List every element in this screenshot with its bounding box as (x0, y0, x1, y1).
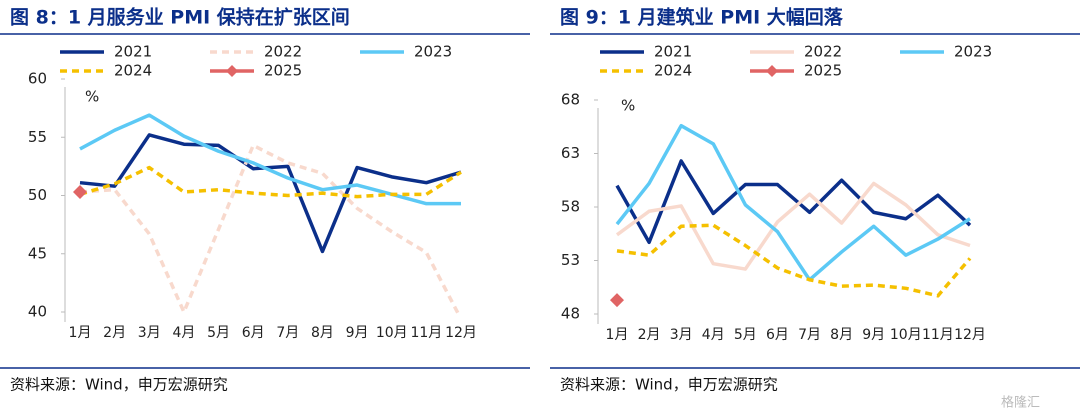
legend-label: 2021 (654, 43, 692, 61)
series-line (79, 113, 461, 206)
series-line (615, 159, 972, 245)
x-tick-label: 12月 (954, 327, 986, 343)
x-tick-label: 11月 (410, 325, 442, 341)
chart-title: 图 8：1 月服务业 PMI 保持在扩张区间 (10, 6, 350, 29)
x-tick-label: 8月 (830, 327, 853, 343)
x-tick-label: 1月 (69, 325, 92, 341)
legend-label: 2024 (114, 62, 152, 80)
x-tick-label: 7月 (798, 327, 821, 343)
point-marker (610, 293, 624, 308)
x-tick-label: 9月 (862, 327, 885, 343)
y-tick-label: 48 (561, 305, 580, 323)
x-tick-label: 9月 (346, 325, 369, 341)
x-tick-label: 4月 (702, 327, 725, 343)
legend-label: 2021 (114, 43, 152, 61)
x-tick-label: 3月 (138, 325, 161, 341)
y-tick-label: 53 (561, 251, 580, 269)
series-line (615, 181, 971, 271)
legend-label: 2022 (264, 43, 302, 61)
y-axis-label: % (85, 88, 99, 106)
legend-marker (226, 65, 238, 77)
legend-label: 2022 (804, 43, 842, 61)
watermark: 格隆汇 (1001, 395, 1040, 411)
x-tick-label: 2月 (638, 327, 661, 343)
y-tick-label: 60 (28, 70, 47, 88)
series-line (615, 123, 971, 282)
x-tick-label: 2月 (103, 325, 126, 341)
y-tick-label: 68 (561, 91, 580, 109)
x-tick-label: 10月 (376, 325, 408, 341)
legend-marker (766, 65, 778, 77)
x-tick-label: 5月 (207, 325, 230, 341)
x-tick-label: 7月 (276, 325, 299, 341)
plot (79, 113, 462, 314)
x-tick-label: 6月 (242, 325, 265, 341)
x-tick-label: 10月 (890, 327, 922, 343)
y-tick-label: 58 (561, 198, 580, 216)
legend-label: 2023 (414, 43, 452, 61)
legend-label: 2025 (804, 62, 842, 80)
plot (615, 123, 972, 298)
y-tick-label: 55 (28, 128, 47, 146)
x-tick-label: 8月 (311, 325, 334, 341)
y-tick-label: 50 (28, 186, 47, 204)
x-tick-label: 5月 (734, 327, 757, 343)
legend-label: 2024 (654, 62, 692, 80)
series-line (79, 133, 462, 254)
y-axis-label: % (621, 97, 635, 115)
x-tick-label: 12月 (445, 325, 477, 341)
series-line (616, 223, 972, 298)
x-tick-label: 6月 (766, 327, 789, 343)
source: 资料来源：Wind，申万宏源研究 (560, 376, 778, 394)
x-tick-label: 11月 (922, 327, 954, 343)
y-tick-label: 40 (28, 303, 47, 321)
x-tick-label: 1月 (606, 327, 629, 343)
point-marker (73, 185, 87, 200)
x-tick-label: 3月 (670, 327, 693, 343)
y-tick-label: 45 (28, 244, 47, 262)
legend-label: 2023 (954, 43, 992, 61)
x-tick-label: 4月 (172, 325, 195, 341)
series-line (79, 143, 461, 314)
y-tick-label: 63 (561, 144, 580, 162)
legend-label: 2025 (264, 62, 302, 80)
source: 资料来源：Wind，申万宏源研究 (10, 376, 228, 394)
chart-title: 图 9：1 月建筑业 PMI 大幅回落 (560, 6, 844, 29)
